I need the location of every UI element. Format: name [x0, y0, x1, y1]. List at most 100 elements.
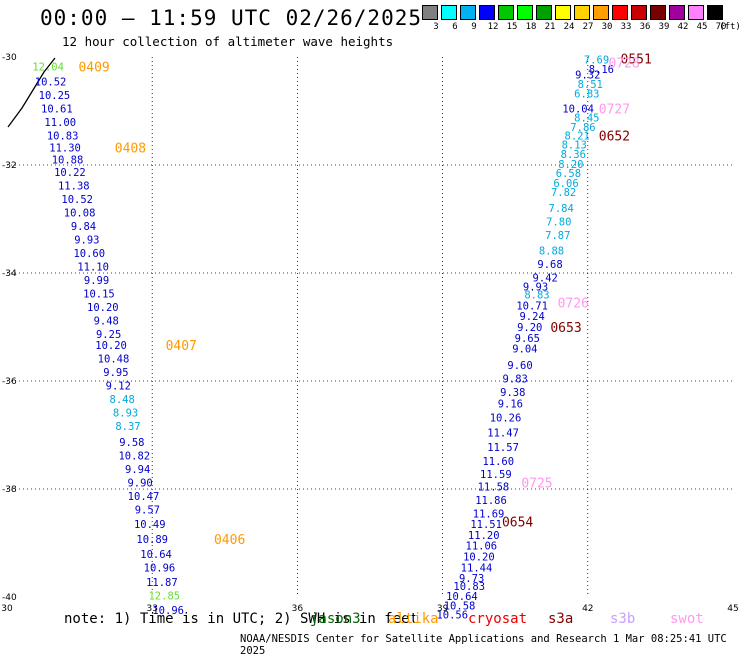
wave-height-label: 9.95 — [103, 367, 128, 379]
colorbar-swatch — [422, 5, 438, 20]
colorbar-tick-label: 27 — [582, 22, 594, 32]
wave-height-label: 10.20 — [87, 302, 119, 314]
wave-height-label: 7.69 — [584, 55, 609, 67]
wave-height-label: 8.20 — [558, 159, 583, 171]
colorbar-swatch — [650, 5, 666, 20]
wave-height-label: 8.13 — [562, 139, 587, 151]
pass-time-marker: 0406 — [214, 533, 245, 548]
wave-height-label: 9.04 — [512, 344, 537, 356]
wave-height-label: 11.57 — [487, 442, 519, 454]
wave-height-label: 11.59 — [480, 469, 512, 481]
pass-time-marker: 0725 — [521, 477, 552, 492]
wave-height-label: 11.20 — [468, 530, 500, 542]
wave-height-label: 11.38 — [58, 181, 90, 193]
colorbar-swatch — [479, 5, 495, 20]
x-tick-label: 33 — [146, 604, 157, 614]
wave-height-label: 11.60 — [482, 456, 514, 468]
wave-height-label: 11.10 — [77, 262, 109, 274]
wave-height-label: 9.42 — [533, 272, 558, 284]
pass-time-marker: 0551 — [621, 53, 652, 68]
colorbar-tick-label: 18 — [525, 22, 537, 32]
wave-height-label: 6.06 — [553, 178, 578, 190]
wave-height-label: 9.65 — [515, 333, 540, 345]
wave-height-label: 10.25 — [39, 90, 71, 102]
wave-height-label: 7.84 — [549, 203, 574, 215]
wave-height-label: 10.20 — [95, 340, 127, 352]
colorbar-swatch — [498, 5, 514, 20]
x-tick-label: 36 — [292, 604, 304, 614]
wave-height-label: 9.94 — [125, 464, 150, 476]
y-tick-label: -34 — [2, 269, 17, 279]
wave-height-label: 10.83 — [453, 581, 485, 593]
colorbar-tick-label: 15 — [506, 22, 518, 32]
wave-height-label: 10.08 — [64, 208, 96, 220]
wave-height-label: 8.36 — [561, 149, 586, 161]
wave-height-label: 10.04 — [562, 103, 594, 115]
wave-height-label: 7.82 — [551, 187, 576, 199]
wave-height-label: 9.73 — [459, 573, 484, 585]
pass-time-marker: 0409 — [78, 61, 109, 76]
x-tick-label: 39 — [437, 604, 449, 614]
colorbar-swatch — [517, 5, 533, 20]
legend-satellite-jason3: jason3 — [310, 611, 361, 627]
x-tick-label: 30 — [1, 604, 13, 614]
wave-height-label: 11.58 — [478, 481, 510, 493]
wave-height-label: 11.51 — [470, 519, 502, 531]
page-title: 00:00 — 11:59 UTC 02/26/2025 — [40, 6, 423, 30]
track-east: 7.698.169.328.516.83 10.048.457.868.218.1… — [436, 55, 614, 622]
wave-height-label: 10.15 — [83, 289, 115, 301]
colorbar-swatch — [460, 5, 476, 20]
wave-height-label: 10.61 — [41, 103, 73, 115]
wave-height-label: 8.93 — [113, 407, 138, 419]
map-axis-ticks: 30 33 36 39 42 45 -30 -32 -34 -36 -38 -40 — [1, 53, 738, 614]
wave-height-label: 10.82 — [118, 451, 150, 463]
wave-height-label: 10.96 — [152, 605, 184, 617]
wave-height-label: 8.16 — [589, 64, 614, 76]
wave-height-label: 8.21 — [565, 130, 590, 142]
wave-height-label: 11.00 — [44, 117, 76, 129]
wave-height-label: 8.48 — [110, 394, 135, 406]
wave-height-label: 8.88 — [539, 245, 564, 257]
colorbar-tick-label: 3 — [433, 22, 439, 32]
wave-height-label: 10.52 — [61, 194, 93, 206]
wave-height-label: 11.86 — [475, 495, 507, 507]
y-tick-label: -32 — [2, 161, 17, 171]
pass-time-marker: 0408 — [115, 142, 146, 157]
wave-height-label: 7.80 — [546, 217, 571, 229]
wave-height-label: 9.12 — [106, 380, 131, 392]
colorbar-tick-label: 70 — [715, 22, 727, 32]
pass-time-marker: 0653 — [550, 321, 581, 336]
wave-height-label: 9.84 — [71, 221, 96, 233]
legend-satellite-altika: altika — [388, 611, 439, 627]
wave-height-label: 10.64 — [140, 549, 172, 561]
colorbar-swatch — [555, 5, 571, 20]
coastline — [7, 57, 56, 128]
legend-satellite-swot: swot — [670, 611, 704, 627]
colorbar-unit: (ft) — [719, 22, 740, 32]
wave-height-label: 9.60 — [507, 360, 532, 372]
wave-height-label: 10.49 — [134, 519, 166, 531]
y-tick-label: -30 — [2, 53, 17, 63]
pass-time-marker: 0652 — [599, 129, 630, 144]
wave-height-label: 9.90 — [127, 478, 152, 490]
wave-height-label: 6.58 — [556, 168, 581, 180]
wave-height-label: 10.20 — [463, 552, 495, 564]
wave-height-label: 9.68 — [537, 259, 562, 271]
colorbar-swatch — [441, 5, 457, 20]
wave-height-label: 10.52 — [35, 76, 67, 88]
wave-height-label: 11.06 — [466, 541, 498, 553]
wave-height-label: 7.86 — [570, 122, 595, 134]
wave-height-label: 8.37 — [115, 421, 140, 433]
page-subtitle: 12 hour collection of altimeter wave hei… — [62, 34, 394, 49]
colorbar-swatch — [536, 5, 552, 20]
wave-height-label: 9.38 — [500, 387, 525, 399]
wave-height-label: 8.45 — [574, 112, 599, 124]
wave-height-label: 9.93 — [74, 235, 99, 247]
credit-line: NOAA/NESDIS Center for Satellite Applica… — [240, 633, 727, 657]
map-grid — [7, 57, 733, 597]
colorbar-tick-label: 33 — [620, 22, 632, 32]
colorbar-tick-label: 42 — [677, 22, 689, 32]
